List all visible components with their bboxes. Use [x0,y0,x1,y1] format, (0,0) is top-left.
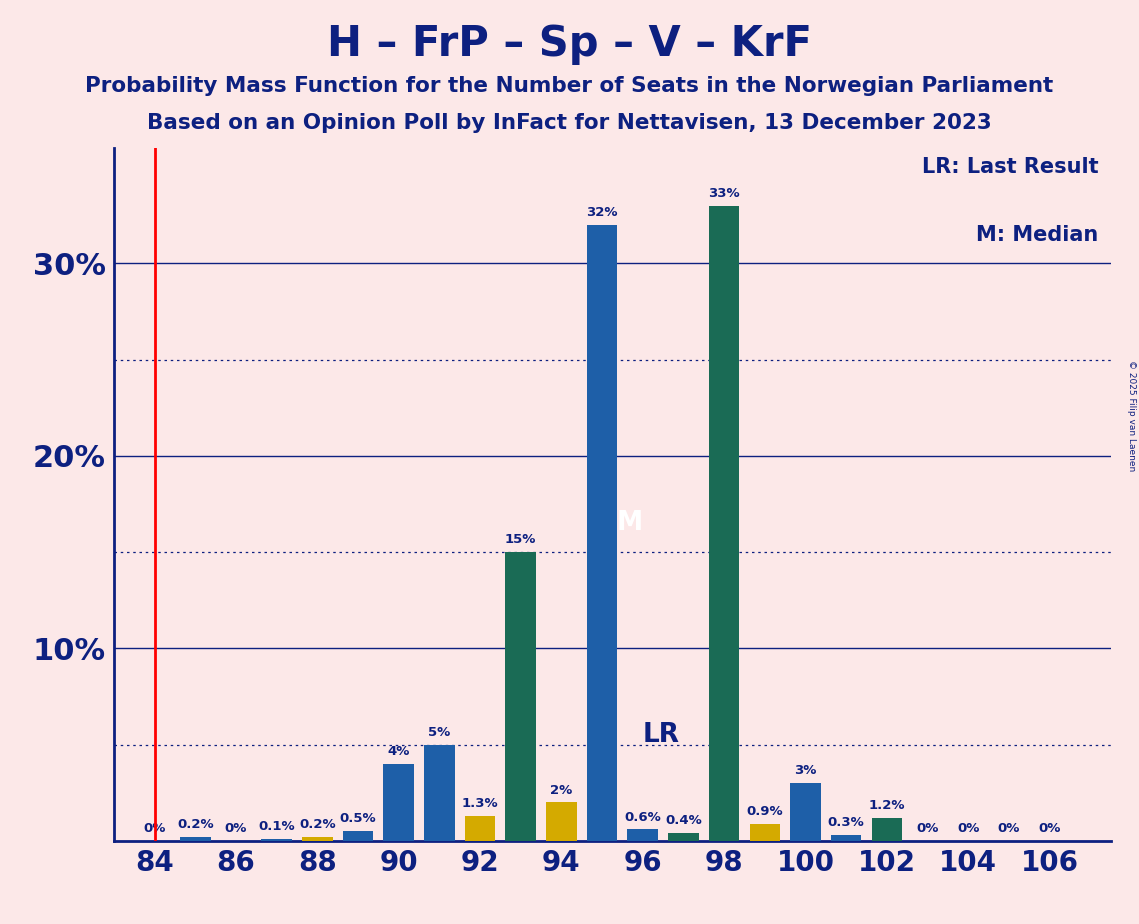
Text: 5%: 5% [428,726,450,739]
Text: 0.2%: 0.2% [177,819,214,832]
Text: LR: LR [642,722,680,748]
Bar [871,818,902,841]
Text: M: M [616,510,642,536]
Text: 0%: 0% [224,822,247,835]
Text: 1.2%: 1.2% [869,799,906,812]
Text: 33%: 33% [708,187,740,200]
Bar [830,835,861,841]
Text: 3%: 3% [794,764,817,777]
Text: 0.3%: 0.3% [828,816,865,830]
Text: 0%: 0% [1039,822,1060,835]
Bar [343,832,374,841]
Text: 0%: 0% [957,822,980,835]
Text: 32%: 32% [587,206,617,219]
Bar [790,784,821,841]
Bar [302,837,333,841]
Text: 0%: 0% [916,822,939,835]
Text: LR: Last Result: LR: Last Result [921,157,1098,177]
Bar [669,833,698,841]
Bar [384,764,413,841]
Text: 0.4%: 0.4% [665,814,702,827]
Bar [261,839,292,841]
Text: 4%: 4% [387,745,410,758]
Bar [628,830,658,841]
Text: © 2025 Filip van Laenen: © 2025 Filip van Laenen [1126,360,1136,471]
Bar [749,823,780,841]
Bar [180,837,211,841]
Text: 0.1%: 0.1% [259,821,295,833]
Text: Probability Mass Function for the Number of Seats in the Norwegian Parliament: Probability Mass Function for the Number… [85,76,1054,96]
Text: 2%: 2% [550,784,573,796]
Bar [587,225,617,841]
Text: 0.2%: 0.2% [298,819,336,832]
Bar [424,745,454,841]
Text: 0%: 0% [144,822,166,835]
Text: 0.6%: 0.6% [624,810,661,823]
Text: 0.5%: 0.5% [339,812,376,825]
Text: H – FrP – Sp – V – KrF: H – FrP – Sp – V – KrF [327,23,812,65]
Text: 0%: 0% [998,822,1021,835]
Bar [708,206,739,841]
Text: 0.9%: 0.9% [746,805,784,818]
Text: 15%: 15% [505,533,536,546]
Text: 1.3%: 1.3% [461,797,499,810]
Text: Based on an Opinion Poll by InFact for Nettavisen, 13 December 2023: Based on an Opinion Poll by InFact for N… [147,113,992,133]
Text: M: Median: M: Median [976,225,1098,245]
Bar [465,816,495,841]
Bar [506,553,536,841]
Bar [546,802,576,841]
